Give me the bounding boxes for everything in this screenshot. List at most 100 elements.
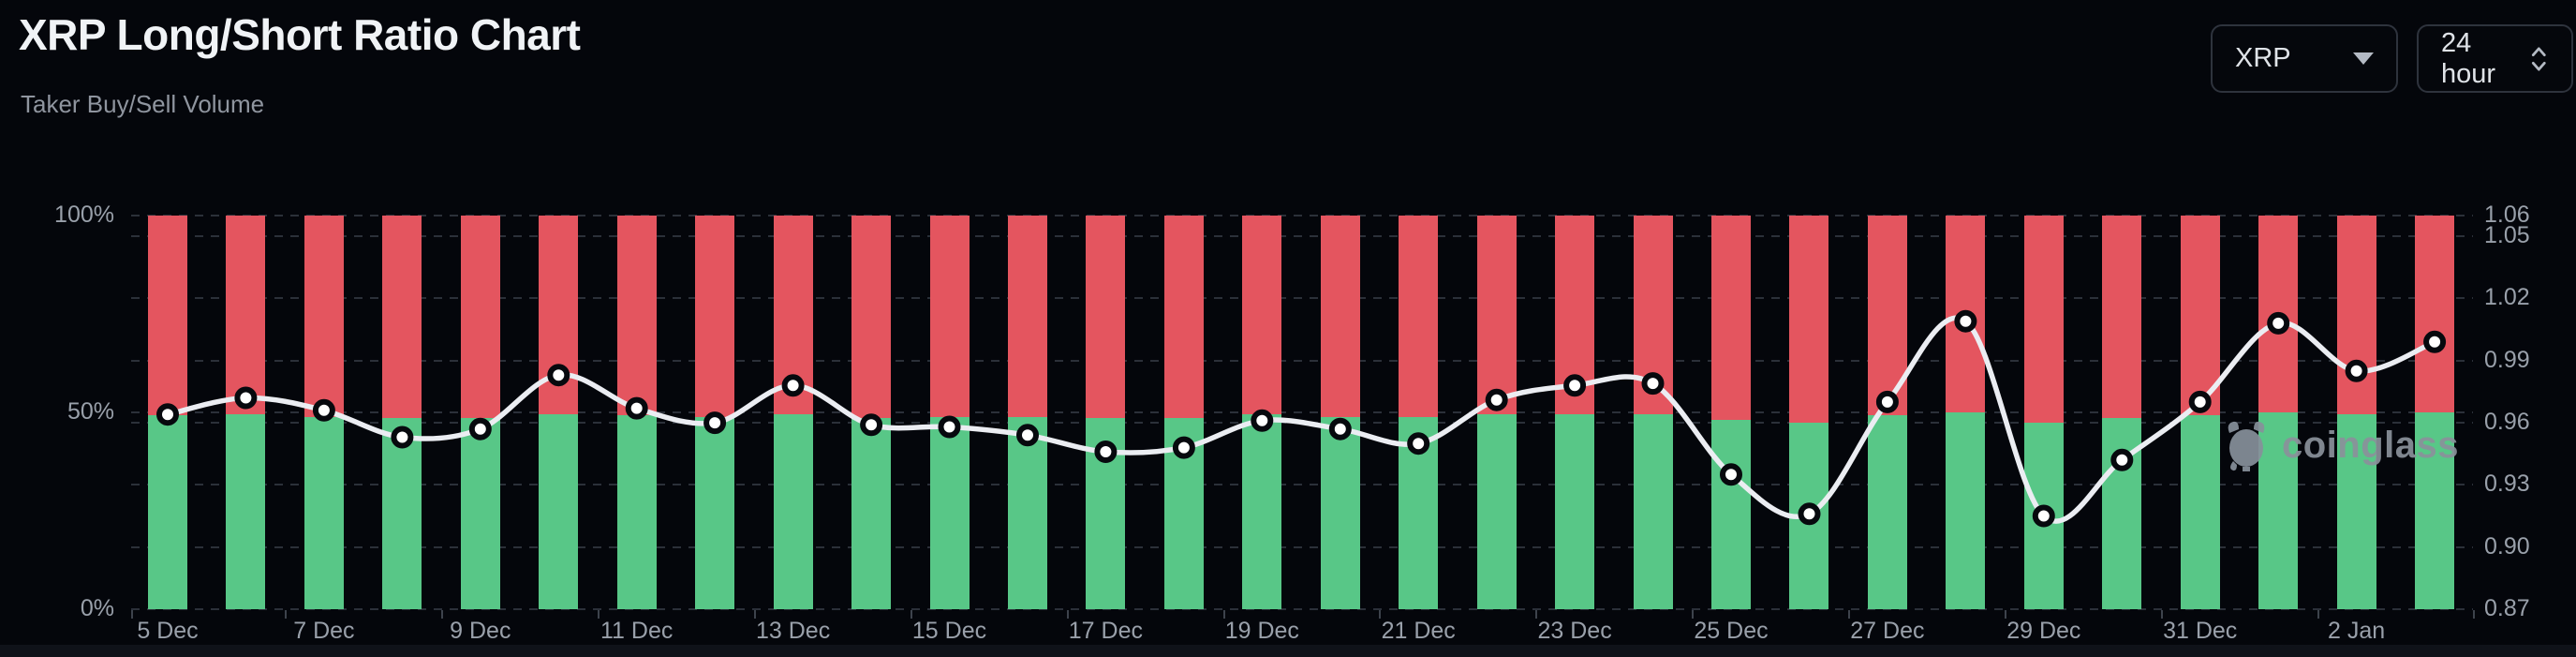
bar-26-dec[interactable] — [1789, 216, 1829, 609]
interval-select[interactable]: 24 hour — [2417, 24, 2573, 93]
x-axis-date-label: 5 Dec — [137, 618, 199, 644]
long-volume-segment — [1946, 411, 1986, 609]
left-axis-tick-label: 100% — [54, 202, 114, 228]
short-volume-segment — [1399, 216, 1439, 418]
bar-6-dec[interactable] — [226, 216, 266, 609]
long-volume-segment — [616, 415, 657, 609]
bar-11-dec[interactable] — [616, 216, 657, 609]
bar-22-dec[interactable] — [1476, 216, 1517, 609]
short-volume-segment — [929, 216, 970, 417]
long-volume-segment — [1633, 413, 1673, 609]
short-volume-segment — [1007, 216, 1047, 418]
gridline — [131, 215, 2473, 217]
x-axis-date-label: 19 Dec — [1224, 618, 1299, 644]
bar-1-jan[interactable] — [2258, 216, 2299, 609]
bar-31-dec[interactable] — [2180, 216, 2220, 609]
bar-23-dec[interactable] — [1555, 216, 1595, 609]
x-axis-date-label: 23 Dec — [1537, 618, 1612, 644]
watermark-label: coinglass — [2282, 424, 2460, 466]
x-axis-tickmark — [2160, 610, 2163, 619]
gridline — [131, 545, 2473, 548]
symbol-select-value: XRP — [2235, 43, 2291, 73]
bar-2-jan[interactable] — [2336, 216, 2376, 609]
short-volume-segment — [1242, 216, 1282, 414]
bar-5-dec[interactable] — [148, 216, 187, 609]
bar-21-dec[interactable] — [1399, 216, 1439, 609]
bar-7-dec[interactable] — [303, 216, 344, 609]
long-volume-segment — [851, 418, 892, 609]
long-volume-segment — [303, 416, 344, 609]
bar-18-dec[interactable] — [1163, 216, 1204, 609]
x-axis-tickmark — [285, 610, 288, 619]
bar-13-dec[interactable] — [773, 216, 813, 609]
bar-9-dec[interactable] — [460, 216, 500, 609]
right-axis-tick-label: 1.06 — [2484, 202, 2530, 228]
x-axis-date-label: 31 Dec — [2163, 618, 2238, 644]
bar-3-jan[interactable] — [2415, 216, 2455, 609]
short-volume-segment — [226, 216, 266, 414]
x-axis-tickmark — [441, 610, 444, 619]
long-volume-segment — [1476, 413, 1517, 609]
long-volume-segment — [382, 418, 422, 609]
bar-30-dec[interactable] — [2102, 216, 2142, 609]
short-volume-segment — [1711, 216, 1751, 420]
gridline — [131, 297, 2473, 300]
short-volume-segment — [382, 216, 422, 419]
left-axis-tick-label: 50% — [67, 398, 114, 425]
bar-17-dec[interactable] — [1086, 216, 1126, 609]
short-volume-segment — [2415, 216, 2455, 413]
x-axis-tickmark — [1066, 610, 1069, 619]
long-volume-segment — [1789, 422, 1829, 609]
long-volume-segment — [1086, 418, 1126, 609]
long-volume-segment — [460, 418, 500, 609]
x-axis-date-label: 2 Jan — [2328, 618, 2386, 644]
symbol-select[interactable]: XRP — [2211, 24, 2398, 93]
bar-20-dec[interactable] — [1320, 216, 1360, 609]
x-axis-date-label: 11 Dec — [600, 618, 674, 644]
x-axis-date-label: 17 Dec — [1068, 618, 1143, 644]
x-axis-date-label: 25 Dec — [1694, 618, 1769, 644]
bar-25-dec[interactable] — [1711, 216, 1751, 609]
x-axis-date-label: 13 Dec — [755, 618, 831, 644]
short-volume-segment — [1789, 216, 1829, 423]
short-volume-segment — [1476, 216, 1517, 414]
long-volume-segment — [1163, 418, 1204, 609]
x-axis-date-label: 9 Dec — [450, 618, 511, 644]
bar-19-dec[interactable] — [1242, 216, 1282, 609]
coinglass-watermark: coinglass — [2222, 418, 2459, 472]
long-volume-segment — [1555, 413, 1595, 609]
bar-8-dec[interactable] — [382, 216, 422, 609]
bar-14-dec[interactable] — [851, 216, 892, 609]
long-volume-segment — [2023, 422, 2064, 609]
long-volume-segment — [1399, 417, 1439, 609]
x-axis-tickmark — [1848, 610, 1851, 619]
short-volume-segment — [2336, 216, 2376, 414]
short-volume-segment — [695, 216, 735, 417]
gridline — [131, 235, 2473, 238]
right-axis-tick-label: 0.87 — [2484, 595, 2530, 621]
bar-15-dec[interactable] — [929, 216, 970, 609]
bar-27-dec[interactable] — [1867, 216, 1907, 609]
gridline — [131, 608, 2473, 610]
x-axis-date-label: 21 Dec — [1381, 618, 1456, 644]
right-axis-tick-label: 0.93 — [2484, 470, 2530, 498]
short-volume-segment — [1633, 216, 1673, 414]
short-volume-segment — [1163, 216, 1204, 419]
x-axis-tickmark — [1535, 610, 1538, 619]
long-volume-segment — [148, 415, 187, 609]
bar-29-dec[interactable] — [2023, 216, 2064, 609]
short-volume-segment — [2180, 216, 2220, 415]
long-volume-segment — [929, 416, 970, 609]
short-volume-segment — [460, 216, 500, 419]
long-volume-segment — [1242, 413, 1282, 609]
long-volume-segment — [2102, 418, 2142, 609]
bar-28-dec[interactable] — [1946, 216, 1986, 609]
bar-16-dec[interactable] — [1007, 216, 1047, 609]
bar-24-dec[interactable] — [1633, 216, 1673, 609]
interval-select-value: 24 hour — [2441, 27, 2496, 89]
bar-12-dec[interactable] — [695, 216, 735, 609]
long-volume-segment — [1867, 414, 1907, 609]
bar-10-dec[interactable] — [539, 216, 579, 609]
x-axis-tickmark — [1379, 610, 1382, 619]
